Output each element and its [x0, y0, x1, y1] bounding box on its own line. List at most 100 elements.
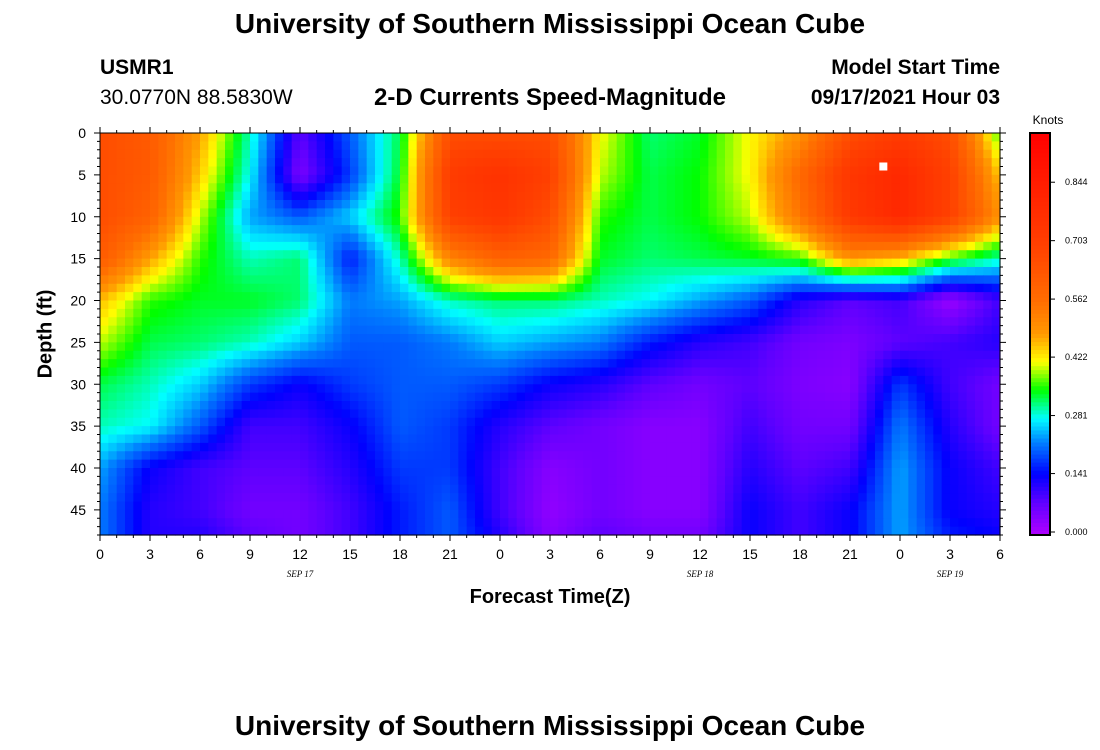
- heatmap-cell: [475, 174, 484, 184]
- heatmap-cell: [225, 325, 234, 335]
- heatmap-cell: [266, 225, 276, 235]
- heatmap-cell: [791, 367, 801, 377]
- heatmap-cell: [333, 367, 343, 377]
- heatmap-cell: [625, 342, 634, 352]
- heatmap-cell: [875, 350, 884, 360]
- heatmap-cell: [666, 493, 676, 503]
- heatmap-cell: [750, 225, 759, 235]
- heatmap-cell: [650, 442, 659, 452]
- heatmap-cell: [275, 200, 284, 209]
- heatmap-cell: [883, 468, 893, 477]
- heatmap-cell: [550, 133, 559, 142]
- heatmap-cell: [491, 342, 501, 352]
- heatmap-cell: [891, 325, 901, 335]
- heatmap-cell: [366, 476, 376, 486]
- heatmap-cell: [483, 208, 493, 218]
- heatmap-cell: [250, 183, 259, 193]
- heatmap-cell: [316, 342, 326, 352]
- heatmap-cell: [358, 434, 368, 444]
- heatmap-cell: [675, 392, 684, 402]
- heatmap-cell: [491, 375, 501, 385]
- heatmap-cell: [183, 518, 193, 528]
- heatmap-cell: [433, 216, 443, 226]
- heatmap-cell: [533, 350, 543, 360]
- heatmap-cell: [383, 183, 393, 193]
- heatmap-cell: [383, 233, 393, 243]
- heatmap-cell: [191, 225, 201, 235]
- heatmap-cell: [766, 359, 776, 369]
- heatmap-cell: [275, 158, 284, 168]
- heatmap-cell: [566, 308, 576, 318]
- heatmap-cell: [316, 476, 326, 486]
- heatmap-cell: [316, 375, 326, 385]
- heatmap-cell: [483, 451, 493, 461]
- heatmap-cell: [283, 149, 293, 159]
- heatmap-cell: [766, 342, 776, 352]
- heatmap-cell: [991, 476, 1001, 486]
- heatmap-cell: [816, 451, 826, 461]
- heatmap-cell: [500, 250, 509, 260]
- heatmap-cell: [658, 409, 668, 419]
- heatmap-cell: [166, 317, 176, 327]
- heatmap-cell: [400, 267, 409, 276]
- heatmap-cell: [566, 149, 576, 159]
- heatmap-cell: [966, 258, 976, 268]
- heatmap-cell: [108, 149, 118, 159]
- heatmap-cell: [316, 350, 326, 360]
- heatmap-cell: [533, 283, 543, 293]
- heatmap-cell: [891, 484, 901, 494]
- heatmap-cell: [225, 459, 234, 469]
- heatmap-cell: [958, 241, 968, 251]
- heatmap-cell: [641, 191, 651, 201]
- heatmap-cell: [800, 225, 809, 235]
- heatmap-cell: [741, 275, 751, 285]
- heatmap-cell: [875, 258, 884, 268]
- heatmap-cell: [116, 493, 126, 503]
- heatmap-cell: [766, 191, 776, 201]
- heatmap-cell: [741, 442, 751, 452]
- heatmap-cell: [116, 174, 126, 184]
- heatmap-cell: [725, 509, 734, 519]
- heatmap-cell: [116, 149, 126, 159]
- heatmap-cell: [216, 384, 226, 394]
- heatmap-cell: [866, 267, 876, 276]
- heatmap-cell: [550, 501, 559, 511]
- heatmap-cell: [125, 166, 134, 176]
- heatmap-cell: [183, 233, 193, 243]
- heatmap-cell: [291, 501, 301, 511]
- heatmap-cell: [950, 334, 959, 343]
- heatmap-cell: [291, 401, 301, 410]
- heatmap-cell: [641, 133, 651, 142]
- heatmap-cell: [358, 325, 368, 335]
- heatmap-cell: [883, 183, 893, 193]
- heatmap-cell: [383, 417, 393, 427]
- heatmap-cell: [158, 476, 168, 486]
- heatmap-cell: [583, 459, 593, 469]
- heatmap-cell: [283, 174, 293, 184]
- heatmap-cell: [250, 434, 259, 444]
- heatmap-cell: [458, 367, 468, 377]
- heatmap-cell: [258, 216, 268, 226]
- heatmap-cell: [441, 484, 451, 494]
- heatmap-cell: [525, 367, 534, 377]
- heatmap-cell: [641, 392, 651, 402]
- heatmap-cell: [791, 426, 801, 436]
- heatmap-cell: [708, 141, 718, 151]
- heatmap-cell: [358, 283, 368, 293]
- heatmap-cell: [400, 417, 409, 427]
- heatmap-cell: [358, 200, 368, 209]
- heatmap-cell: [208, 367, 218, 377]
- heatmap-cell: [341, 493, 351, 503]
- heatmap-cell: [216, 334, 226, 343]
- heatmap-cell: [725, 342, 734, 352]
- heatmap-cell: [433, 342, 443, 352]
- heatmap-cell: [141, 426, 151, 436]
- heatmap-cell: [116, 317, 126, 327]
- heatmap-cell: [141, 233, 151, 243]
- heatmap-cell: [691, 174, 701, 184]
- heatmap-cell: [208, 183, 218, 193]
- heatmap-cell: [525, 493, 534, 503]
- heatmap-cell: [416, 442, 426, 452]
- heatmap-cell: [583, 350, 593, 360]
- heatmap-cell: [475, 208, 484, 218]
